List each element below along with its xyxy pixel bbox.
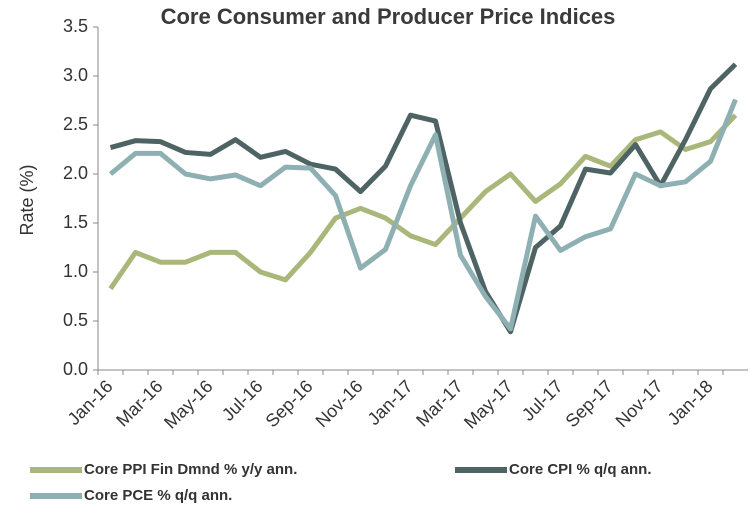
y-tick-label: 3.5: [63, 16, 88, 36]
y-tick-label: 2.5: [63, 114, 88, 134]
x-tick-label: Nov-17: [612, 376, 667, 431]
x-tick-label: Jul-17: [518, 376, 567, 425]
x-tick-label: May-16: [160, 376, 217, 433]
chart-title: Core Consumer and Producer Price Indices: [161, 4, 616, 29]
y-tick-label: 3.0: [63, 65, 88, 85]
x-tick-label: Jan-18: [664, 376, 717, 429]
y-tick-label: 0.5: [63, 310, 88, 330]
y-axis-label: Rate (%): [17, 164, 37, 235]
x-tick-label: Mar-17: [412, 376, 466, 430]
y-tick-label: 1.5: [63, 212, 88, 232]
y-tick-label: 2.0: [63, 163, 88, 183]
y-tick-label: 1.0: [63, 261, 88, 281]
legend-label: Core CPI % q/q ann.: [509, 461, 652, 478]
x-tick-label: Sep-17: [561, 376, 616, 431]
x-tick-label: Jul-16: [218, 376, 267, 425]
line-series: [109, 62, 738, 335]
line-series: [108, 98, 738, 332]
x-tick-label: Jan-16: [64, 376, 117, 429]
line-series: [108, 113, 738, 291]
y-tick-label: 0.0: [63, 359, 88, 379]
legend-label: Core PCE % q/q ann.: [84, 487, 232, 504]
legend-label: Core PPI Fin Dmnd % y/y ann.: [84, 461, 297, 478]
x-tick-label: Mar-16: [112, 376, 166, 430]
x-tick-label: Jan-17: [364, 376, 417, 429]
x-tick-label: May-17: [460, 376, 517, 433]
x-tick-label: Sep-16: [261, 376, 316, 431]
x-tick-label: Nov-16: [312, 376, 367, 431]
